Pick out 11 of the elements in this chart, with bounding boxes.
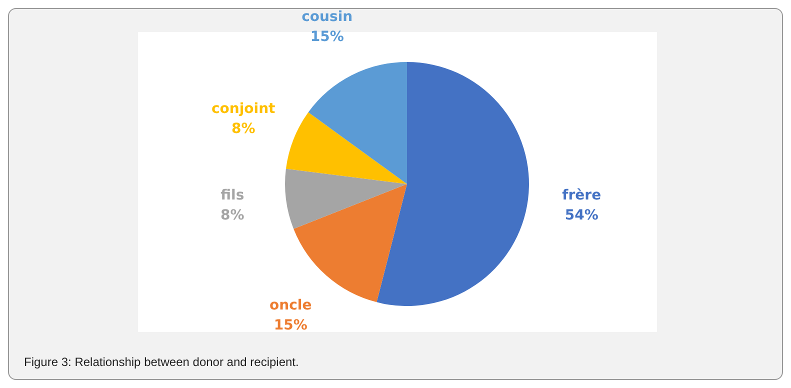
caption: Figure 3: Relationship between donor and recipient.	[24, 355, 299, 369]
data-label: 15%	[310, 28, 344, 45]
data-label: 8%	[231, 120, 256, 137]
data-label: 54%	[564, 208, 598, 224]
slice-label: cousin	[302, 8, 353, 25]
data-label: 15%	[274, 318, 308, 334]
slice-label: fils	[220, 188, 244, 204]
data-label: 8%	[220, 208, 244, 224]
slice-label: oncle	[270, 298, 312, 314]
slice-label: conjoint	[211, 100, 276, 117]
slice-label: frère	[562, 188, 602, 204]
